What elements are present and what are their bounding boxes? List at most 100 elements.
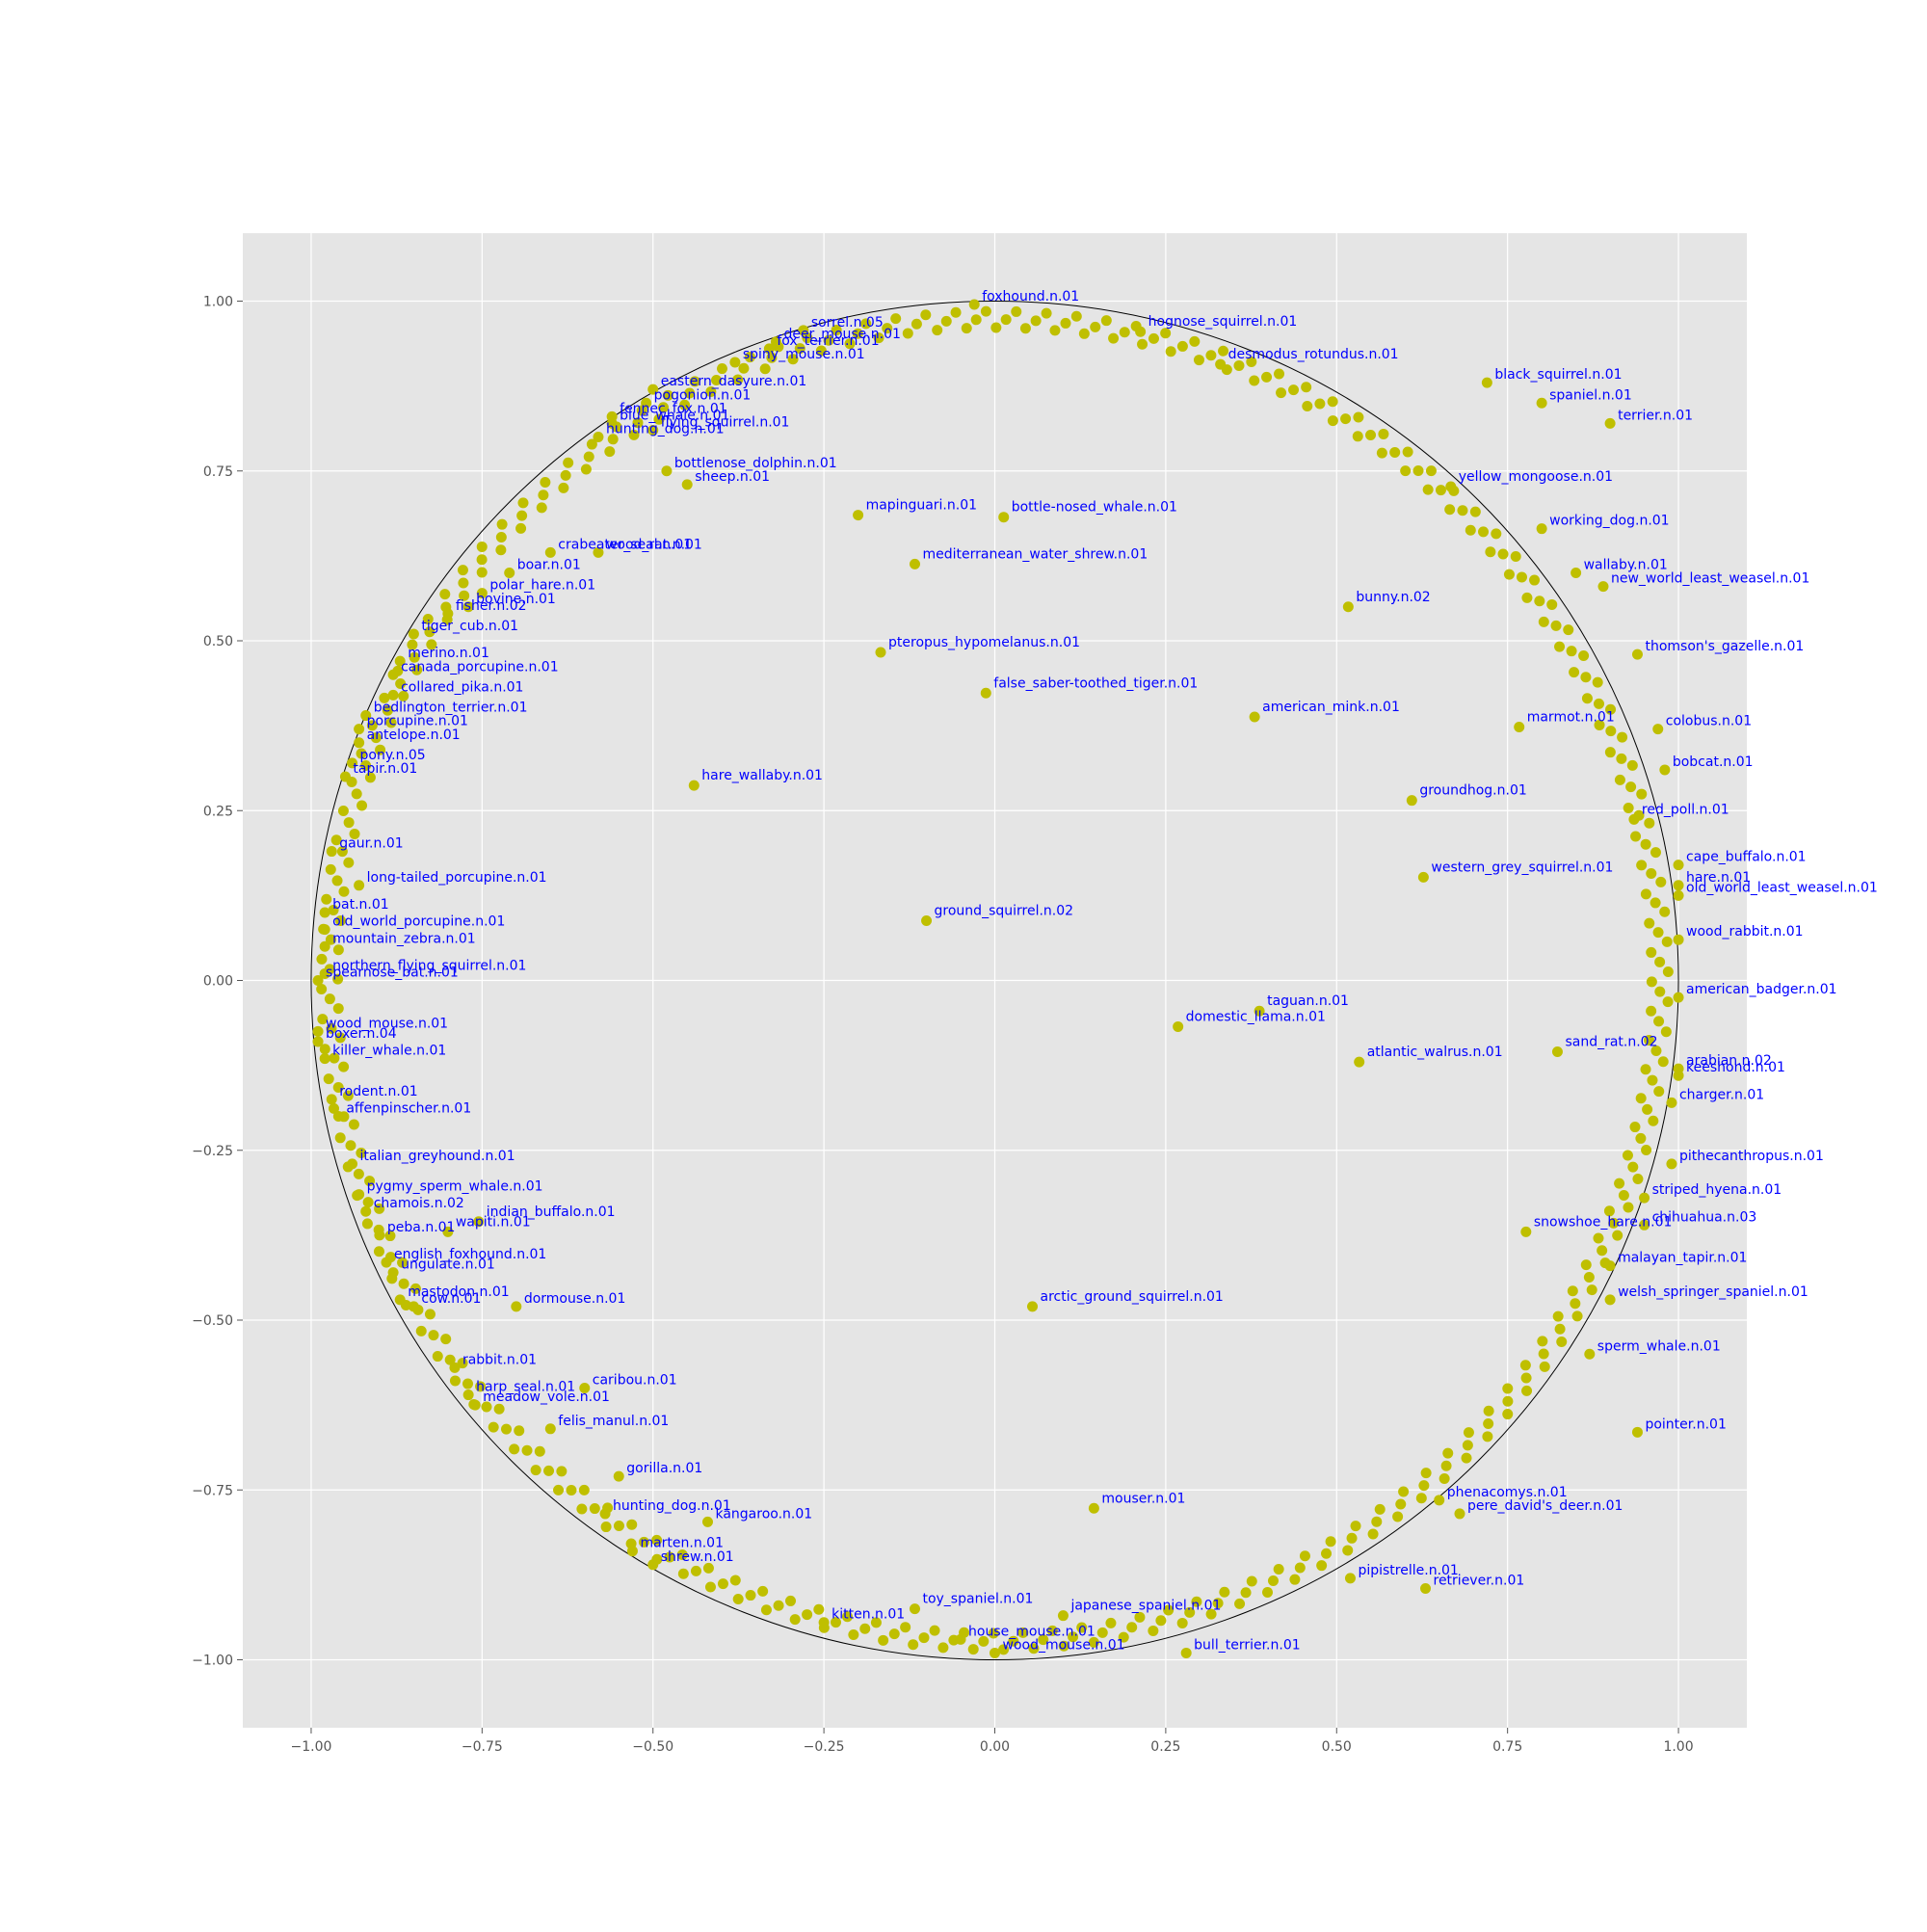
y-tick-label: 0.50 [203,634,233,649]
rim-marker [586,438,597,450]
rim-point [312,1025,324,1037]
rim-marker [702,1562,714,1574]
rim-marker [1647,1074,1658,1086]
rim-marker [1622,1150,1633,1161]
rim-marker [1365,429,1377,440]
rim-marker [1640,888,1651,900]
rim-point [606,410,618,422]
data-point-label: snowshoe_hare.n.01 [1534,1214,1673,1230]
rim-marker [1578,650,1590,662]
rim-marker [496,518,508,530]
rim-marker [1314,398,1326,410]
rim-point [1659,764,1671,776]
rim-marker [1510,551,1521,563]
rim-marker [476,554,488,566]
rim-marker [439,589,451,600]
rim-point-label: fisher.n.02 [456,598,527,614]
data-point-label: wapiti.n.01 [456,1214,531,1230]
rim-point [1536,397,1547,409]
rim-point-label: rodent.n.01 [339,1084,417,1099]
rim-marker [1046,1625,1058,1636]
rim-marker [319,1044,330,1055]
rim-marker [476,567,488,578]
rim-marker [398,1278,409,1289]
rim-point-label: crabeater_seal.n.01 [558,537,692,552]
rim-point [1673,1070,1684,1081]
rim-point-label: spaniel.n.01 [1549,387,1632,403]
rim-marker [1189,335,1201,347]
rim-point-label: tapir.n.01 [353,761,417,777]
rim-marker [911,318,922,330]
rim-marker [321,893,332,905]
rim-marker [1442,1447,1454,1459]
rim-marker [1539,1361,1550,1372]
rim-marker [1502,1395,1514,1407]
rim-marker [521,1444,533,1456]
rim-marker [362,1197,374,1208]
rim-marker [1176,1617,1188,1628]
rim-point-label: long-tailed_porcupine.n.01 [367,870,547,886]
rim-marker [1640,838,1651,850]
rim-point [1536,523,1547,535]
rim-point [347,1158,358,1170]
rim-marker [1654,986,1666,997]
rim-marker [717,1578,728,1590]
rim-marker [1662,996,1674,1008]
rim-marker [334,1132,346,1144]
data-point [1551,1046,1563,1058]
rim-marker [1100,315,1112,327]
rim-point-label: deer_mouse.n.01 [783,327,900,342]
rim-marker [1246,1575,1257,1587]
rim-marker [600,1522,612,1533]
rim-marker [457,1358,468,1369]
rim-marker [325,934,336,945]
rim-marker [1017,1627,1029,1638]
rim-point-label: cow.n.01 [421,1291,481,1307]
rim-point [729,357,741,368]
rim-marker [1425,465,1437,477]
rim-marker [338,886,350,897]
data-point [1514,722,1525,733]
rim-marker [1608,1217,1620,1229]
rim-marker [813,1603,825,1615]
rim-marker [384,1231,396,1242]
rim-point-label: pipistrelle.n.01 [1358,1563,1458,1578]
data-point-label: false_saber-toothed_tiger.n.01 [993,675,1198,691]
rim-marker [664,1551,675,1563]
rim-marker [411,664,423,675]
rim-point-label: chihuahua.n.03 [1652,1209,1757,1225]
rim-marker [1646,1005,1657,1017]
rim-marker [1583,1272,1595,1284]
rim-marker [395,677,407,689]
rim-point [1666,1097,1677,1108]
data-point-label: arctic_ground_squirrel.n.01 [1041,1289,1224,1305]
data-point-label: mediterranean_water_shrew.n.01 [922,546,1148,562]
rim-marker [1497,548,1509,560]
rim-point [1344,1573,1356,1584]
rim-marker [1594,719,1605,730]
rim-point-label: malayan_tapir.n.01 [1618,1251,1747,1266]
rim-marker [831,1617,842,1628]
rim-marker [349,828,360,839]
rim-marker [556,1466,568,1477]
rim-marker [493,1403,505,1415]
rim-point-label: wallaby.n.01 [1584,558,1668,573]
data-point-label: groundhog.n.01 [1419,783,1526,799]
rim-marker [1635,1093,1647,1104]
rim-marker [1030,315,1042,327]
rim-marker [1000,314,1012,326]
rim-marker [345,1140,356,1151]
rim-marker [657,402,669,413]
rim-marker [705,386,717,398]
data-point [1342,601,1354,613]
x-tick-label: −0.75 [462,1739,503,1755]
rim-marker [337,805,349,816]
rim-marker [918,1632,930,1644]
rim-marker [1011,305,1022,317]
rim-marker [449,1375,461,1387]
rim-point [1652,724,1664,735]
rim-point-label: fox_terrier.n.01 [777,333,879,349]
data-point-label: western_grey_squirrel.n.01 [1431,860,1613,875]
rim-marker [426,639,437,650]
